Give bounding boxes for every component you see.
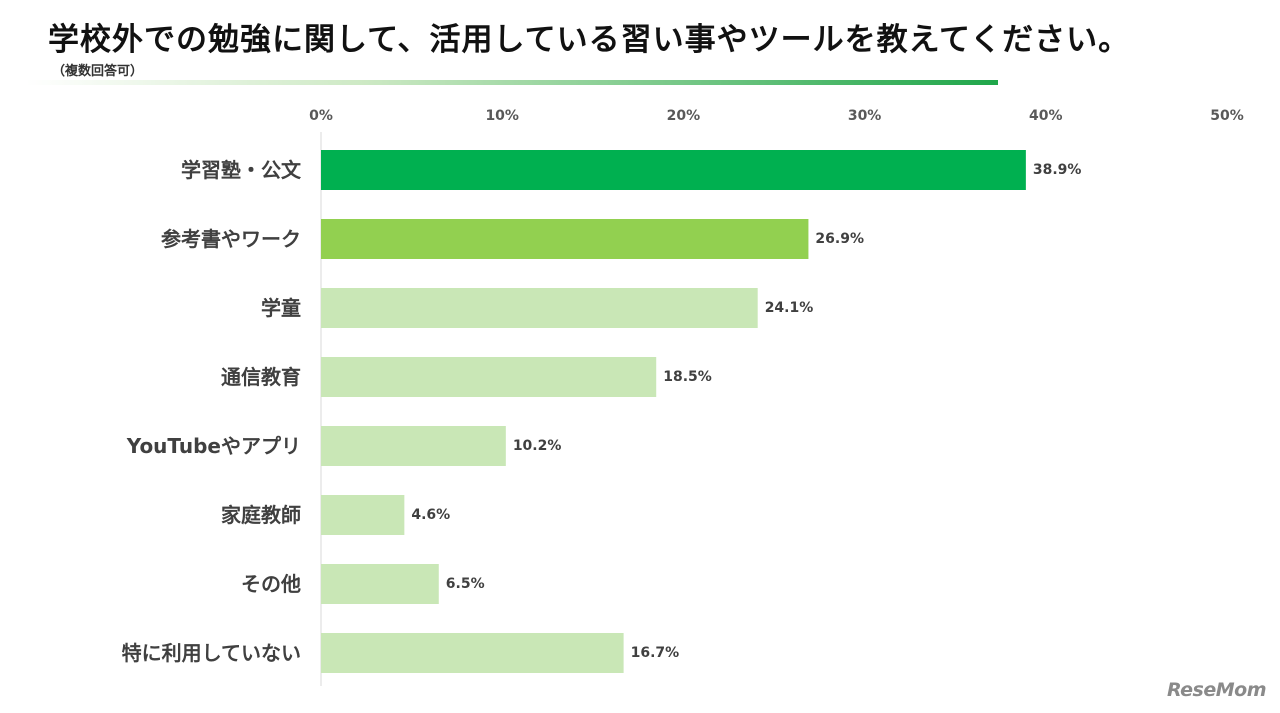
chart-title: 学校外での勉強に関して、活用している習い事やツールを教えてください。	[48, 22, 1131, 58]
x-tick-label: 0%	[309, 108, 333, 124]
bar	[321, 426, 506, 466]
value-label: 10.2%	[513, 438, 562, 454]
value-label: 24.1%	[765, 300, 814, 316]
category-label: 特に利用していない	[122, 641, 301, 665]
value-label: 26.9%	[815, 231, 864, 247]
value-label: 18.5%	[663, 369, 712, 385]
bar	[321, 495, 405, 535]
category-label: その他	[241, 572, 301, 596]
category-label: 学習塾・公文	[181, 158, 302, 182]
bars-group: 学習塾・公文 38.9% 参考書やワーク 26.9% 学童 24.1% 通信教育 18.5% Y…	[122, 150, 1082, 673]
bar	[321, 219, 809, 259]
bar	[321, 288, 758, 328]
x-tick-label: 10%	[485, 108, 519, 124]
x-tick-label: 40%	[1029, 108, 1063, 124]
title-underline	[26, 80, 998, 85]
bar	[321, 357, 657, 397]
bar	[321, 633, 624, 673]
category-label: YouTubeやアプリ	[126, 434, 301, 458]
chart-subtitle: （複数回答可）	[52, 64, 144, 79]
category-label: 学童	[261, 296, 301, 320]
category-label: 家庭教師	[221, 503, 301, 527]
category-label: 参考書やワーク	[161, 227, 301, 251]
resemom-logo: ReseMom	[1166, 679, 1267, 701]
bar	[321, 564, 439, 604]
value-label: 6.5%	[446, 576, 485, 592]
bar	[321, 150, 1026, 190]
value-label: 16.7%	[631, 645, 680, 661]
x-tick-label: 20%	[667, 108, 701, 124]
value-label: 4.6%	[411, 507, 450, 523]
x-tick-label: 30%	[848, 108, 882, 124]
x-tick-label: 50%	[1210, 108, 1244, 124]
category-label: 通信教育	[221, 365, 301, 389]
value-label: 38.9%	[1033, 162, 1082, 178]
x-axis-ticks: 0% 10% 20% 30% 40% 50%	[309, 108, 1244, 124]
